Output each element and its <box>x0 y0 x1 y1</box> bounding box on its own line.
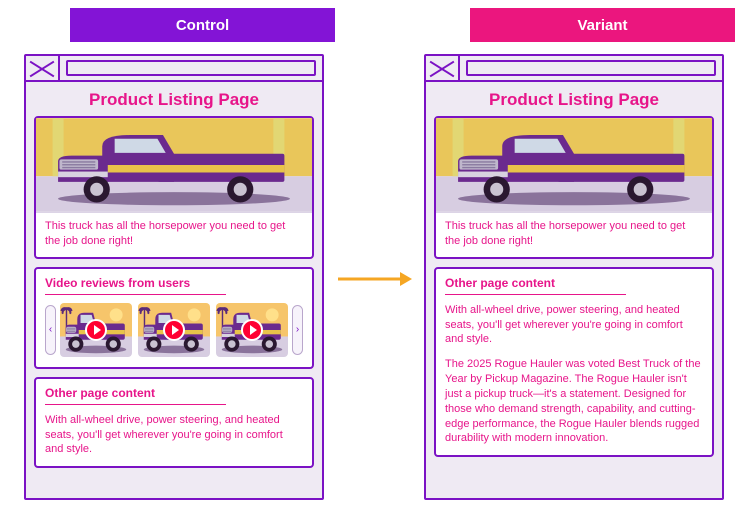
body-paragraph: The 2025 Rogue Hauler was voted Best Tru… <box>445 357 703 446</box>
arrow-icon <box>338 270 412 288</box>
play-icon <box>85 319 107 341</box>
address-bar[interactable] <box>466 60 716 76</box>
other-content-card: Other page content With all-wheel drive,… <box>434 267 714 458</box>
hero-caption: This truck has all the horsepower you ne… <box>36 213 312 249</box>
hero-card: This truck has all the horsepower you ne… <box>434 116 714 259</box>
browser-chrome <box>26 56 322 82</box>
control-tab: Control <box>70 8 335 42</box>
page-title: Product Listing Page <box>34 90 314 110</box>
hero-caption: This truck has all the horsepower you ne… <box>436 213 712 249</box>
video-thumbnail[interactable] <box>216 303 288 357</box>
other-content-title: Other page content <box>45 386 303 400</box>
video-thumbnail[interactable] <box>60 303 132 357</box>
close-icon[interactable] <box>426 56 460 80</box>
carousel-next-button[interactable]: › <box>292 305 303 355</box>
variant-tab-label: Variant <box>577 17 627 34</box>
hero-truck-image <box>436 118 712 213</box>
other-content-title: Other page content <box>445 276 703 290</box>
hero-card: This truck has all the horsepower you ne… <box>34 116 314 259</box>
control-browser-frame: Product Listing Page This truck has all … <box>24 54 324 500</box>
browser-chrome <box>426 56 722 82</box>
hero-truck-image <box>36 118 312 213</box>
section-rule <box>445 294 626 295</box>
section-rule <box>45 294 226 295</box>
other-content-body: With all-wheel drive, power steering, an… <box>45 413 303 458</box>
close-icon[interactable] <box>26 56 60 80</box>
control-tab-label: Control <box>176 17 229 34</box>
play-icon <box>163 319 185 341</box>
body-paragraph: With all-wheel drive, power steering, an… <box>445 303 703 348</box>
page-title: Product Listing Page <box>434 90 714 110</box>
address-bar[interactable] <box>66 60 316 76</box>
section-rule <box>45 404 226 405</box>
video-thumbnail[interactable] <box>138 303 210 357</box>
variant-tab: Variant <box>470 8 735 42</box>
video-reviews-title: Video reviews from users <box>45 276 303 290</box>
page-area: Product Listing Page This truck has all … <box>426 82 722 473</box>
video-reviews-card: Video reviews from users ‹ <box>34 267 314 369</box>
page-area: Product Listing Page This truck has all … <box>26 82 322 484</box>
other-content-card: Other page content With all-wheel drive,… <box>34 377 314 469</box>
play-icon <box>241 319 263 341</box>
video-carousel: ‹ <box>45 303 303 357</box>
carousel-prev-button[interactable]: ‹ <box>45 305 56 355</box>
body-paragraph: With all-wheel drive, power steering, an… <box>45 413 303 458</box>
other-content-body: With all-wheel drive, power steering, an… <box>445 303 703 447</box>
variant-browser-frame: Product Listing Page This truck has all … <box>424 54 724 500</box>
